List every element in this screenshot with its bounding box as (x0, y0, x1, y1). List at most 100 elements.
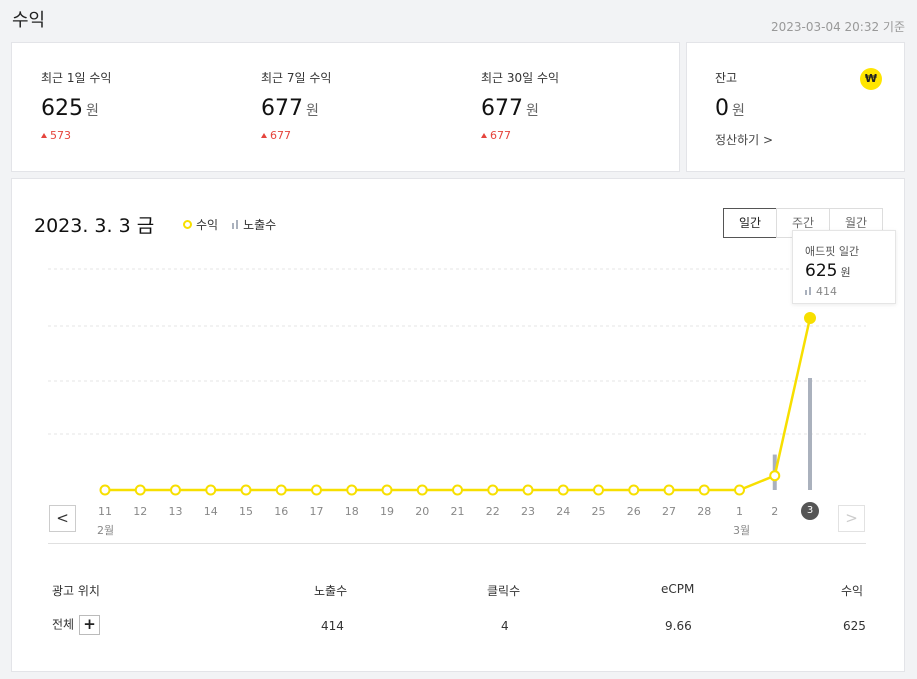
revenue-point (99, 484, 111, 496)
stat-label: 최근 7일 수익 (261, 71, 332, 85)
stat-1day: 최근 1일 수익 625 원 573 (41, 69, 111, 142)
x-tick-label: 19 (380, 505, 394, 518)
table-divider (48, 543, 866, 544)
period-daily-button[interactable]: 일간 (723, 208, 777, 238)
up-triangle-icon (41, 133, 47, 138)
stats-card: 최근 1일 수익 625 원 573 최근 7일 수익 677 원 677 최근 3… (11, 42, 680, 172)
prev-button[interactable]: < (49, 505, 76, 532)
revenue-point (593, 484, 604, 496)
up-triangle-icon (481, 133, 487, 138)
x-tick-label: 17 (309, 505, 324, 518)
month-label-mar: 3월 (733, 524, 751, 537)
up-triangle-icon (261, 133, 267, 138)
legend-dot-icon (183, 220, 192, 229)
x-tick-label: 2 (771, 505, 779, 518)
chart-legend: 수익 노출수 (183, 216, 276, 233)
x-tick-label: 28 (697, 505, 712, 518)
tooltip-impressions: 414 (816, 285, 837, 298)
x-tick-label: 26 (626, 505, 641, 518)
cell-impressions: 414 (321, 619, 344, 633)
revenue-point (311, 484, 322, 496)
x-tick-label: 15 (239, 505, 253, 518)
cell-clicks: 4 (501, 619, 509, 633)
stat-delta: 573 (41, 129, 111, 142)
revenue-line (105, 317, 812, 492)
stat-unit: 원 (86, 103, 99, 119)
revenue-point (240, 484, 252, 496)
date-title: 2023. 3. 3 금 (34, 215, 155, 237)
balance-value: 0 (715, 96, 729, 121)
revenue-point (346, 484, 358, 496)
revenue-point (663, 484, 675, 496)
x-tick-label: 13 (168, 505, 183, 518)
stat-value: 677 (261, 96, 303, 121)
settle-link[interactable]: 정산하기 > (715, 133, 774, 147)
tooltip-title: 애드핏 일간 (805, 245, 860, 258)
balance-label: 잔고 (715, 71, 738, 85)
x-tick-label: 18 (344, 505, 359, 518)
stat-delta: 677 (481, 129, 559, 142)
revenue-point (769, 470, 781, 482)
page-title: 수익 (12, 10, 46, 31)
tooltip-unit: 원 (840, 266, 851, 279)
stat-delta: 677 (261, 129, 331, 142)
revenue-point (170, 484, 181, 496)
th-ad-position: 광고 위치 (52, 584, 100, 598)
revenue-point (275, 484, 287, 496)
x-tick-label: 25 (591, 505, 606, 518)
stat-unit: 원 (306, 103, 319, 119)
revenue-point (452, 484, 463, 496)
th-clicks: 클릭수 (487, 584, 521, 598)
chart-card: 2023. 3. 3 금 수익 노출수 일간 주간 월간 애드핏 일간 625 원… (11, 178, 905, 672)
revenue-point (804, 312, 816, 324)
balance-unit: 원 (732, 103, 745, 119)
stat-value: 625 (41, 96, 83, 121)
x-tick-label: 12 (133, 505, 148, 518)
row-label: 전체 (52, 617, 75, 632)
bar-chart-icon (805, 287, 812, 295)
cell-ecpm: 9.66 (665, 619, 692, 633)
revenue-point (416, 484, 428, 496)
legend-revenue: 수익 (196, 218, 219, 232)
revenue-point (628, 484, 640, 496)
next-button[interactable]: > (838, 505, 865, 532)
x-tick-label: 11 (98, 505, 112, 518)
impression-bar (808, 378, 812, 490)
cell-revenue: 625 (843, 619, 866, 633)
stat-unit: 원 (526, 103, 539, 119)
revenue-point (205, 484, 217, 496)
x-tick-label: 14 (203, 505, 218, 518)
month-label-feb: 2월 (97, 524, 115, 537)
th-revenue: 수익 (841, 584, 864, 598)
revenue-point (487, 484, 499, 496)
timestamp: 2023-03-04 20:32 기준 (770, 20, 905, 34)
stat-label: 최근 1일 수익 (41, 71, 112, 85)
x-tick-label: 23 (521, 505, 535, 518)
x-tick-label: 24 (556, 505, 571, 518)
x-tick-label: 20 (415, 505, 430, 518)
revenue-point (698, 484, 710, 496)
stat-30day: 최근 30일 수익 677 원 677 (481, 69, 559, 142)
tooltip-value: 625 (805, 261, 838, 281)
th-impressions: 노출수 (314, 584, 348, 598)
stat-7day: 최근 7일 수익 677 원 677 (261, 69, 331, 142)
x-tick-label: 27 (662, 505, 676, 518)
x-tick-label-selected: 3 (801, 502, 819, 520)
legend-impressions: 노출수 (243, 218, 277, 232)
expand-button[interactable]: + (79, 615, 101, 635)
won-icon: ₩ (860, 68, 882, 90)
x-tick-label: 21 (450, 505, 465, 518)
stat-label: 최근 30일 수익 (481, 71, 560, 85)
revenue-point (134, 484, 146, 496)
chart-tooltip: 애드핏 일간 625 원 414 (792, 230, 896, 304)
x-tick-label: 1 (736, 505, 743, 518)
legend-bar-icon (232, 220, 239, 229)
stat-value: 677 (481, 96, 523, 121)
revenue-point (381, 484, 393, 496)
x-tick-label: 16 (274, 505, 289, 518)
revenue-point (557, 484, 569, 496)
revenue-point (734, 484, 745, 496)
chart-plot (48, 268, 866, 496)
x-tick-label: 22 (485, 505, 500, 518)
